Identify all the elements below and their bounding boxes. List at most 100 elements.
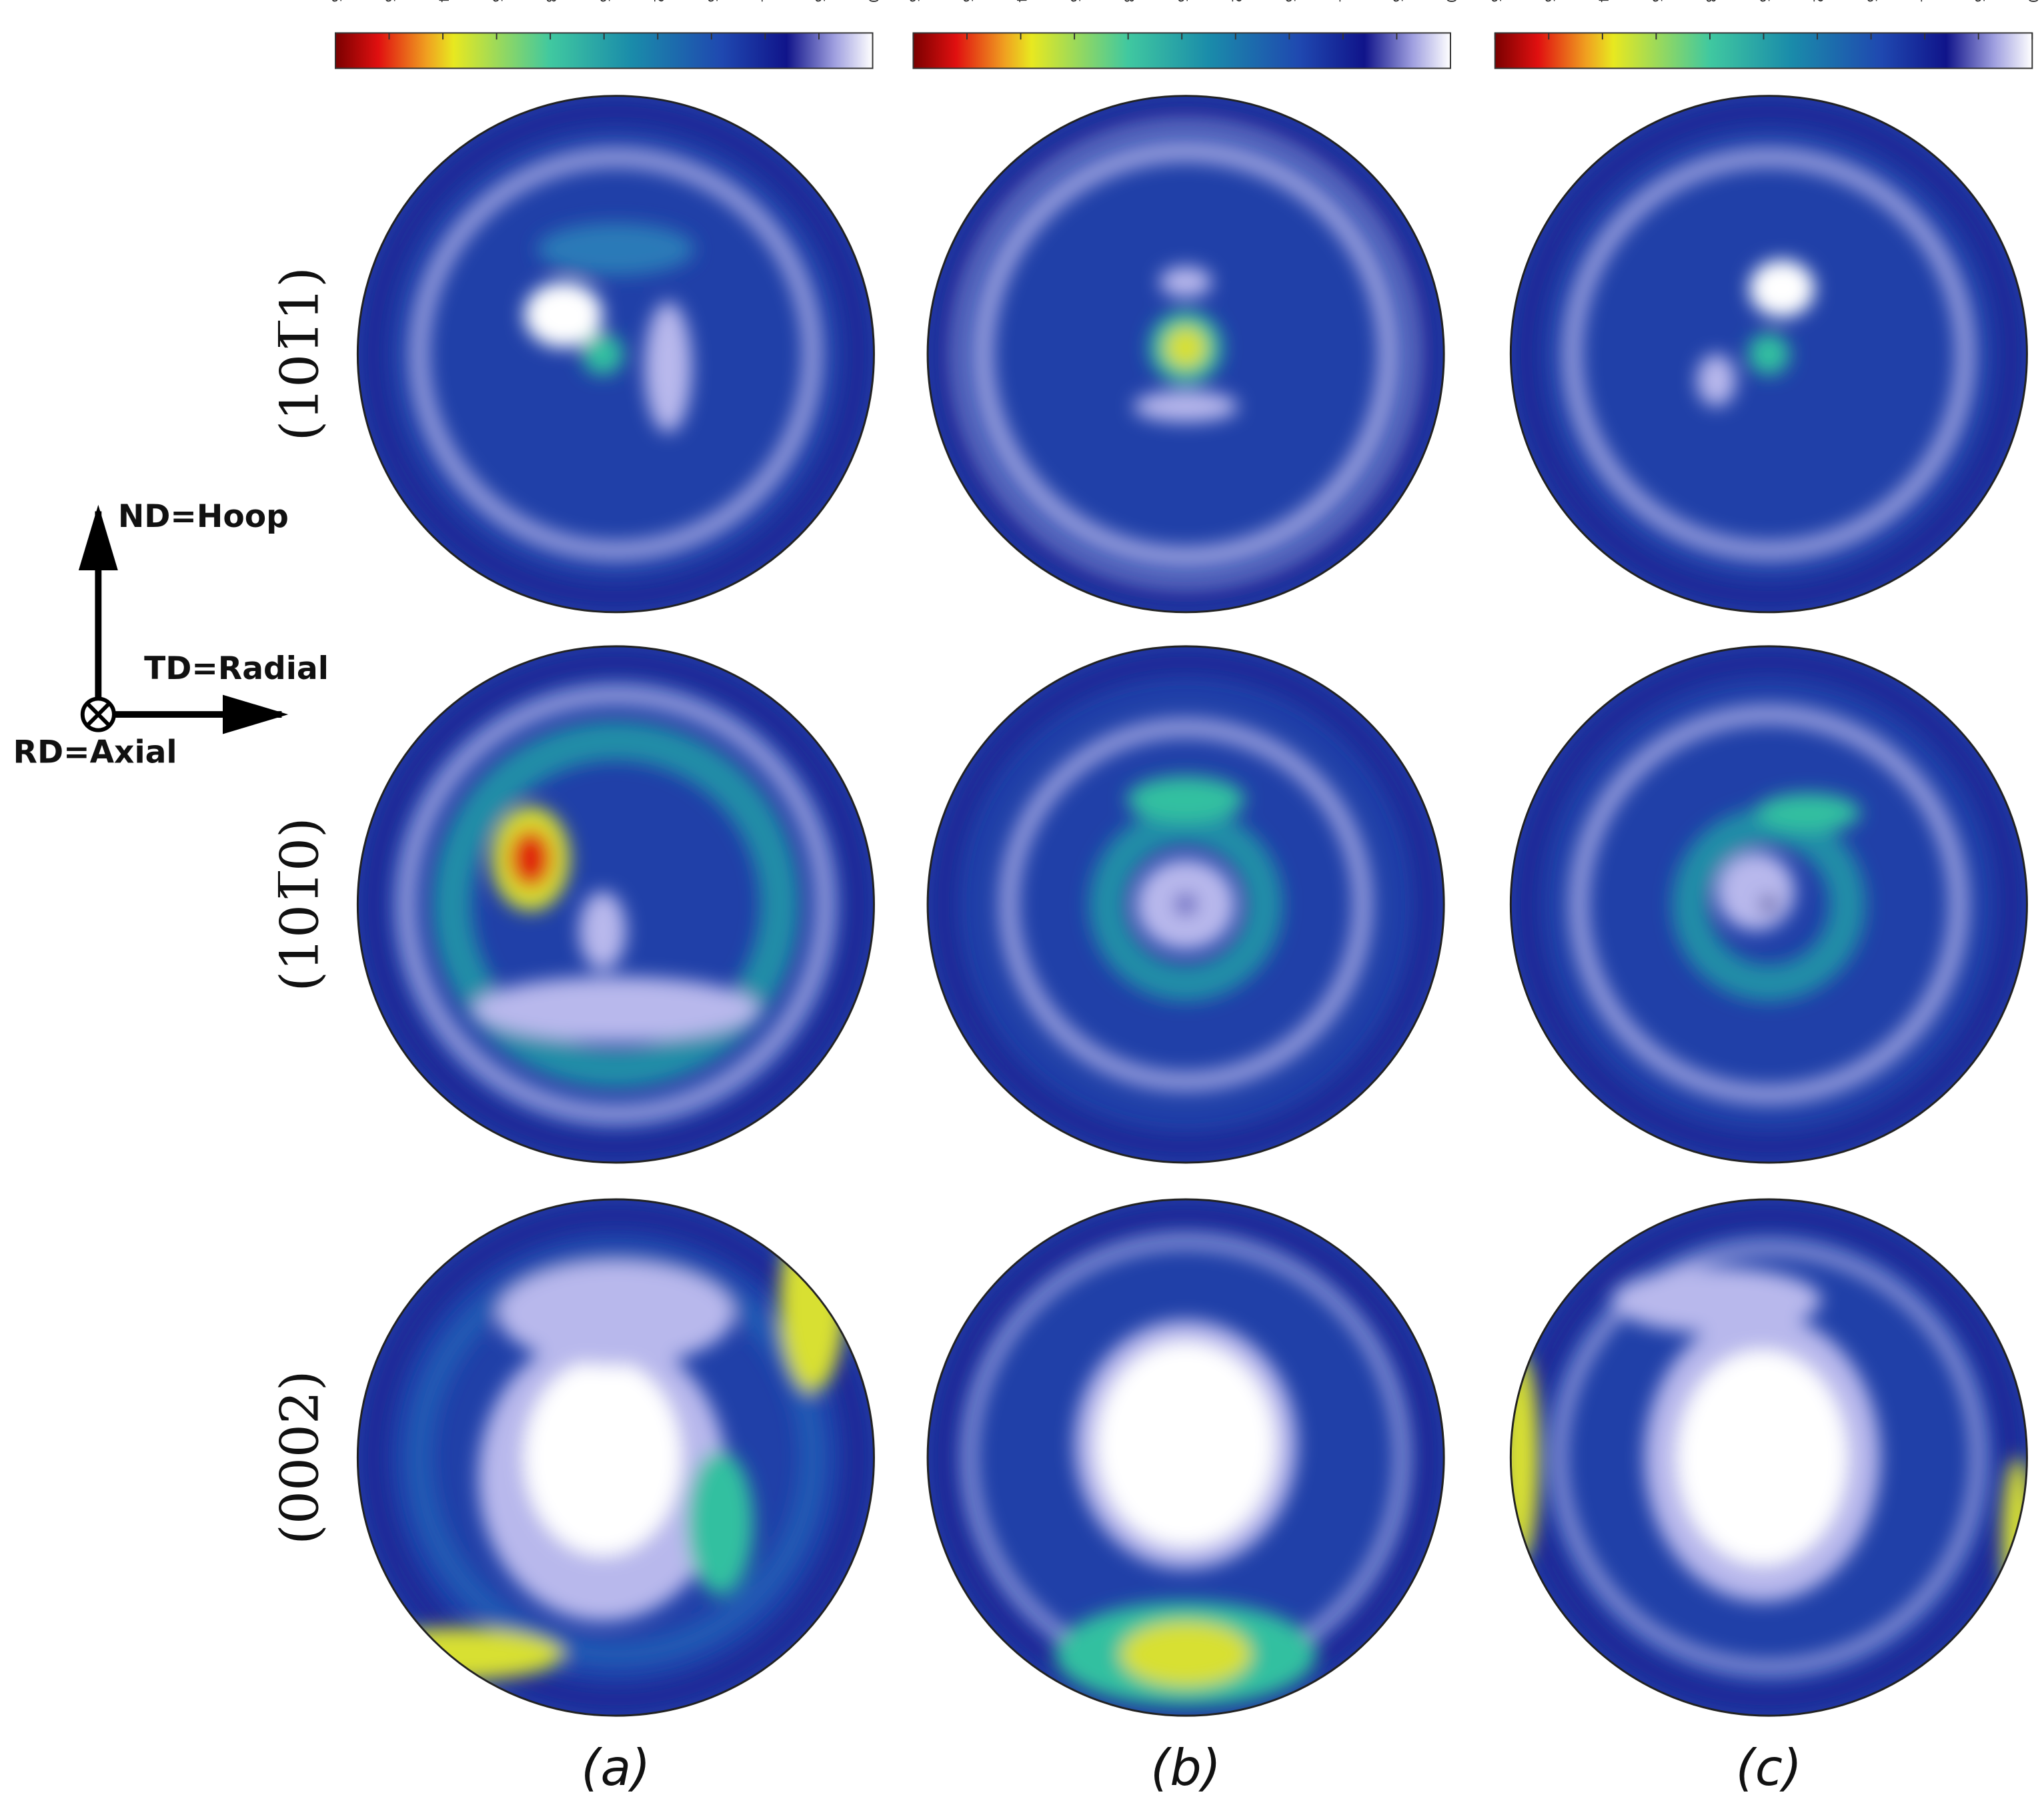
column-label: (c) — [1736, 1739, 1802, 1797]
pole-figure-border — [926, 1198, 1445, 1717]
blob — [1126, 776, 1245, 824]
blob — [780, 1208, 846, 1392]
colorbar-tick-label: 5 — [906, 0, 922, 3]
blob — [688, 1451, 754, 1596]
colorbar-tick-label: 4 — [1595, 0, 1611, 3]
blob — [1133, 390, 1238, 422]
ring — [1000, 718, 1372, 1091]
colorbar-tick-label: 1.5 — [1282, 0, 1298, 3]
ring — [1672, 807, 1866, 1002]
colorbar-tick-label: 2.5 — [1175, 0, 1190, 3]
row-label: (101̅1) — [269, 267, 330, 441]
colorbar-tick-label: 2 — [1228, 0, 1244, 3]
blob — [1677, 1349, 1848, 1566]
td-label: TD=Radial — [144, 650, 329, 687]
blob — [1755, 792, 1861, 832]
ring — [1569, 705, 1969, 1104]
colorbar-tick-label: 2 — [651, 0, 666, 3]
pole-figure-border — [1509, 95, 2028, 614]
pole-figure-border — [926, 645, 1445, 1164]
features — [1000, 718, 1372, 1091]
colorbar-tick-label: 4.5 — [1542, 0, 1557, 3]
pole-figure-border — [1509, 1198, 2028, 1717]
ring — [432, 720, 800, 1089]
ring — [952, 121, 1419, 588]
pole-figure-border — [356, 95, 875, 614]
colorbar-tick-label: 2.5 — [1757, 0, 1772, 3]
blob — [1747, 333, 1790, 376]
colorbar-tick-label: 1.5 — [704, 0, 720, 3]
column-label: (a) — [581, 1739, 650, 1797]
blob — [1749, 259, 1815, 318]
nd-label: ND=Hoop — [118, 498, 289, 535]
ring — [409, 148, 822, 560]
colorbar-tick-label: 4 — [436, 0, 451, 3]
pole-figure — [1510, 646, 2027, 1163]
blob — [1175, 894, 1196, 915]
blob — [1120, 1621, 1252, 1687]
colorbar-tick-label: 2.5 — [597, 0, 612, 3]
colorbar-tick-label: 4.5 — [382, 0, 397, 3]
ring — [1563, 148, 1975, 560]
blob — [509, 829, 552, 888]
blob — [1510, 1352, 1540, 1563]
pole-figure — [928, 646, 1444, 1163]
ring — [1553, 1241, 1985, 1674]
row-label: (0002) — [269, 1370, 330, 1544]
blob — [644, 302, 692, 433]
ring — [397, 685, 835, 1124]
blob — [357, 1628, 564, 1681]
colorbar-tick-label: 2 — [1811, 0, 1826, 3]
pole-figure — [357, 95, 874, 612]
outer-rim — [359, 647, 873, 1162]
colorbar-tick-label: 0.5 — [1971, 0, 1987, 3]
pole-figure-border — [356, 645, 875, 1164]
outer-rim — [929, 97, 1443, 611]
features — [1563, 148, 1975, 560]
colorbar-tick-label: 4 — [1014, 0, 1029, 3]
colorbar-tick-label: 0.5 — [812, 0, 827, 3]
axes-icon: ND=Hoop TD=Radial RD=Axial — [13, 498, 329, 771]
row-label: (101̅0) — [269, 817, 330, 991]
colorbar-tick-label: 3.5 — [1068, 0, 1083, 3]
colorbar-tick-label: 0 — [1443, 0, 1458, 3]
pole-figure — [1510, 95, 2027, 612]
blob — [537, 223, 695, 275]
blob — [1761, 896, 1777, 913]
outer-rim — [929, 647, 1443, 1162]
blob — [2002, 1457, 2027, 1615]
blob — [1697, 354, 1737, 407]
outer-rim — [1512, 97, 2026, 611]
colorbar-tick-label: 1 — [758, 0, 774, 3]
blob — [497, 1261, 734, 1366]
pole-figure-border — [356, 1198, 875, 1717]
colorbar-tick-label: 0.5 — [1390, 0, 1405, 3]
blob — [1716, 852, 1795, 931]
outer-rim — [1512, 647, 2026, 1162]
blob — [524, 1359, 682, 1556]
colorbar-tick-label: 3 — [544, 0, 559, 3]
colorbar-tick-label: 3 — [1703, 0, 1718, 3]
pole-figure-border — [1509, 645, 2028, 1164]
colorbar-tick-label: 5 — [328, 0, 343, 3]
pole-figure — [357, 646, 874, 1163]
colorbar-tick-label: 3.5 — [489, 0, 505, 3]
colorbar-tick-label: 0 — [866, 0, 881, 3]
features — [963, 1235, 1409, 1707]
blob — [524, 281, 603, 348]
features — [397, 685, 835, 1124]
ring — [972, 140, 1400, 568]
features — [409, 148, 822, 560]
colorbar-tick-label: 3 — [1121, 0, 1136, 3]
blob — [1611, 1267, 1821, 1333]
features — [1569, 705, 1969, 1104]
colorbar-tick-label: 5 — [1488, 0, 1503, 3]
colorbar-tick-label: 1 — [1336, 0, 1351, 3]
blob — [1096, 1342, 1275, 1547]
blob — [471, 977, 760, 1043]
colorbar-tick-label: 1.5 — [1864, 0, 1879, 3]
rd-cross — [86, 702, 111, 726]
blob — [579, 891, 627, 971]
rd-label: RD=Axial — [13, 734, 177, 771]
